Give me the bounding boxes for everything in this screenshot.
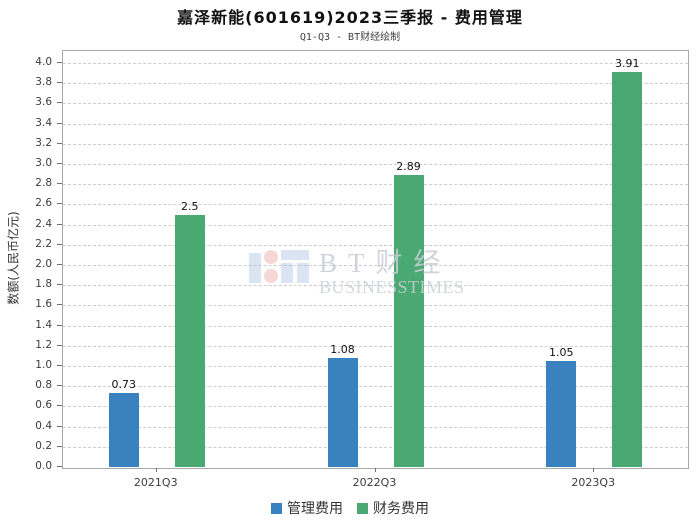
bar-value-label: 1.05	[549, 345, 574, 359]
gridline	[63, 265, 688, 266]
gridline	[63, 386, 688, 388]
gridline	[63, 244, 688, 246]
gridline	[63, 366, 688, 367]
y-tick-label: 3.4	[35, 116, 52, 129]
gridline	[63, 164, 688, 165]
y-tick-mark	[57, 102, 62, 104]
plot-area: 0.73 2.5 1.08 2.89 1.05 3.91 BT财经 BUSINESSTIM…	[62, 50, 689, 469]
y-tick-mark	[57, 82, 62, 84]
bar-财务费用-2023Q3	[612, 72, 643, 467]
y-tick-label: 0.4	[35, 419, 52, 432]
bar-value-label: 0.73	[111, 378, 137, 392]
bar-管理费用-2022Q3	[327, 357, 358, 467]
gridline	[63, 406, 688, 408]
x-tick-label: 2021Q3	[133, 476, 178, 489]
y-tick-label: 3.0	[35, 157, 52, 169]
bar-财务费用-2022Q3	[393, 175, 424, 467]
chart-subtitle: Q1-Q3 - BT财经绘制	[299, 32, 401, 43]
legend-item: 财务费用	[357, 498, 429, 518]
y-tick-mark	[57, 183, 62, 185]
gridline	[63, 285, 688, 287]
y-tick-label: 3.8	[35, 76, 52, 89]
legend: 管理费用 财务费用	[0, 498, 700, 518]
gridline	[63, 83, 688, 85]
y-tick-label: 1.8	[35, 278, 52, 291]
bar-value-label: 2.89	[396, 160, 421, 174]
bar-管理费用-2023Q3	[546, 360, 577, 467]
gridline	[63, 325, 688, 327]
gridline	[63, 426, 688, 428]
bar-财务费用-2021Q3	[174, 214, 205, 467]
bar-value-label: 3.91	[615, 57, 640, 71]
bar-管理费用-2021Q3	[108, 393, 139, 467]
gridline	[63, 224, 688, 226]
x-tick-label: 2022Q3	[352, 476, 397, 489]
y-tick-mark	[57, 62, 62, 63]
y-tick-mark	[57, 466, 62, 467]
y-tick-label: 2.6	[35, 197, 52, 210]
y-tick-label: 1.2	[35, 338, 52, 351]
legend-swatch-icon	[357, 502, 368, 514]
y-tick-mark	[57, 284, 62, 286]
y-tick-mark	[57, 122, 62, 124]
y-tick-mark	[57, 264, 62, 265]
gridline	[63, 204, 688, 206]
y-tick-mark	[57, 365, 62, 366]
gridline	[63, 345, 688, 347]
y-tick-mark	[57, 344, 62, 346]
y-tick-mark	[57, 304, 62, 306]
watermark: BT财经 BUSINESSTIMES	[247, 250, 465, 296]
y-tick-label: 1.6	[35, 298, 52, 311]
y-tick-label: 3.2	[35, 136, 52, 149]
bar-value-label: 2.5	[181, 199, 199, 213]
y-tick-label: 0.6	[35, 399, 52, 412]
y-tick-mark	[57, 203, 62, 205]
y-tick-label: 2.8	[35, 177, 52, 190]
gridline	[63, 123, 688, 125]
bar-value-label: 1.08	[330, 342, 355, 356]
y-tick-mark	[57, 425, 62, 427]
y-tick-label: 2.2	[35, 237, 52, 250]
y-tick-mark	[57, 405, 62, 407]
y-tick-label: 4.0	[35, 56, 52, 68]
watermark-line2: BUSINESSTIMES	[319, 277, 465, 297]
gridline	[63, 103, 688, 105]
x-tick-mark	[155, 468, 157, 472]
gridline	[63, 63, 688, 64]
legend-label: 管理费用	[287, 501, 343, 517]
y-tick-label: 0.8	[35, 379, 52, 392]
y-tick-label: 1.4	[35, 318, 52, 331]
bt-logo-icon	[247, 250, 311, 284]
gridline	[63, 446, 688, 448]
gridline	[63, 305, 688, 307]
y-tick-label: 2.0	[35, 258, 52, 270]
y-tick-label: 0.0	[35, 460, 52, 472]
y-tick-label: 2.4	[35, 217, 52, 230]
x-tick-mark	[593, 468, 595, 472]
y-tick-mark	[57, 385, 62, 387]
legend-swatch-icon	[271, 502, 282, 514]
watermark-line1: BT财经	[319, 248, 452, 278]
y-tick-mark	[57, 223, 62, 225]
gridline	[63, 184, 688, 186]
y-tick-mark	[57, 243, 62, 245]
y-tick-label: 0.2	[35, 439, 52, 452]
legend-label: 财务费用	[373, 501, 429, 517]
y-tick-label: 1.0	[35, 359, 52, 371]
x-tick-mark	[374, 468, 376, 472]
gridline	[63, 143, 688, 145]
chart-title: 嘉泽新能(601619)2023三季报 - 费用管理	[177, 8, 523, 27]
y-tick-mark	[57, 324, 62, 326]
y-tick-mark	[57, 142, 62, 144]
y-tick-mark	[57, 445, 62, 447]
y-tick-label: 3.6	[35, 96, 52, 109]
legend-item: 管理费用	[271, 498, 343, 518]
x-tick-label: 2023Q3	[571, 476, 616, 489]
watermark-text: BT财经 BUSINESSTIMES	[319, 248, 465, 297]
y-tick-mark	[57, 163, 62, 164]
